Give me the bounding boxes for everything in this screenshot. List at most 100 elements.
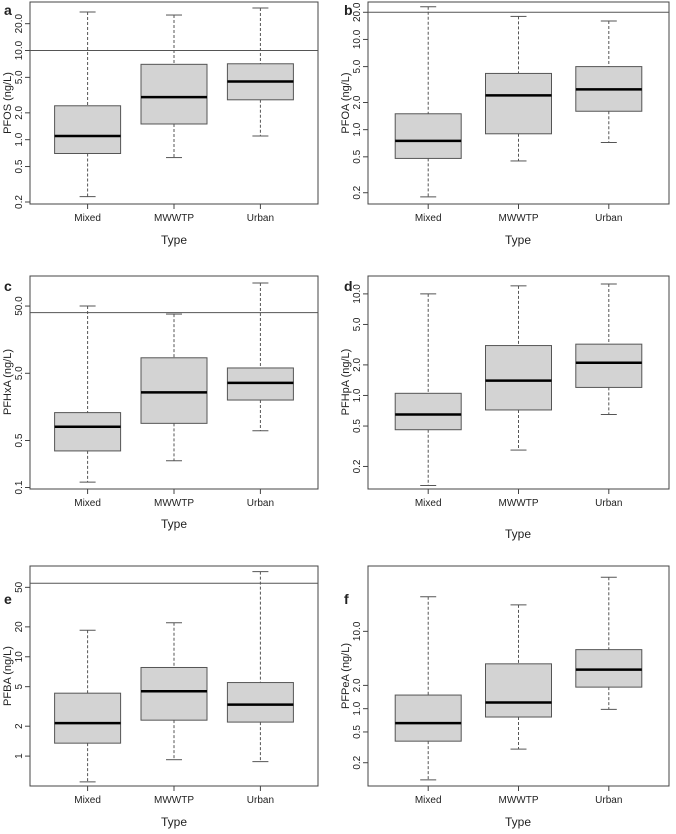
panel-e-xlabel: Type <box>161 815 187 829</box>
panel-b-xtick-label-mixed: Mixed <box>415 213 442 224</box>
iqr-box <box>226 682 294 723</box>
panel-e: e PFBA (ng/L) Type 1 2 5 10 20 50 Mixed MWWTP Ur… <box>2 565 319 829</box>
panel-a: a PFOS (ng/L) Type 0.2 0.5 1.0 2.0 5.0 10.0 20… <box>2 1 319 247</box>
panel-a-xtick-label-urban: Urban <box>247 213 274 224</box>
panel-a-ytick-label: 1.0 <box>14 132 25 146</box>
panel-b-ytick-label: 5.0 <box>352 59 363 73</box>
iqr-box <box>394 392 462 431</box>
panel-f-ytick-label: 1.0 <box>352 701 363 715</box>
panel-b-xtick-label-mwwtp: MWWTP <box>499 213 539 224</box>
panel-b-ylabel: PFOA (ng/L) <box>340 72 352 133</box>
panel-d-ylabel: PFHpA (ng/L) <box>340 349 352 416</box>
panel-c: c PFHxA (ng/L) Type 0.1 0.5 5.0 50.0 Mixed MW… <box>2 275 319 531</box>
panel-a-letter: a <box>4 2 12 18</box>
panel-d-ytick-label: 0.5 <box>352 419 363 433</box>
panel-b-ytick-label: 10.0 <box>352 29 363 49</box>
panel-a-box-urban <box>226 7 294 137</box>
panel-f-marks: 0.2 0.5 1.0 2.0 10.0 Mixed MWWTP Urban <box>352 576 643 806</box>
panel-d-ytick-label: 5.0 <box>352 317 363 331</box>
iqr-box <box>394 113 462 159</box>
iqr-box <box>140 666 208 721</box>
panel-a-ylabel: PFOS (ng/L) <box>2 72 14 134</box>
panel-a-ytick-label: 0.2 <box>14 195 25 209</box>
panel-c-xtick-label-urban: Urban <box>247 498 274 509</box>
iqr-box <box>394 694 462 742</box>
panel-a-box-mwwtp <box>140 14 208 159</box>
panel-a-ytick-label: 0.5 <box>14 159 25 173</box>
panel-d-box-mixed <box>394 293 462 486</box>
panel-e-box-mixed <box>54 629 122 783</box>
iqr-box <box>485 72 552 135</box>
panel-f-box-mwwtp <box>485 604 552 750</box>
iqr-box <box>54 412 122 452</box>
panel-c-xlabel: Type <box>161 517 187 531</box>
panel-f-ylabel: PFPeA (ng/L) <box>340 643 352 709</box>
panel-b-xlabel: Type <box>505 233 531 247</box>
panel-d-marks: 0.2 0.5 1.0 2.0 5.0 10.0 Mixed MWWTP Urban <box>352 283 643 509</box>
panel-c-ytick-label: 50.0 <box>14 296 25 316</box>
panel-d: d PFHpA (ng/L) Type 0.2 0.5 1.0 2.0 5.0 10.0 M… <box>340 275 670 541</box>
panel-f-box-mixed <box>394 596 462 781</box>
panel-b-xtick-label-urban: Urban <box>595 213 622 224</box>
panel-c-ylabel: PFHxA (ng/L) <box>2 349 14 415</box>
panel-d-xtick-label-urban: Urban <box>595 498 622 509</box>
panel-e-xtick-label-urban: Urban <box>247 795 274 806</box>
panel-f-ytick-label: 0.2 <box>352 755 363 769</box>
iqr-box <box>575 343 643 388</box>
iqr-box <box>140 357 208 424</box>
panel-d-letter: d <box>344 278 353 294</box>
panel-d-xlabel: Type <box>505 527 531 541</box>
iqr-box <box>485 663 552 718</box>
panel-d-ytick-label: 0.2 <box>352 459 363 473</box>
panel-e-xtick-label-mwwtp: MWWTP <box>154 795 194 806</box>
panel-d-xtick-label-mwwtp: MWWTP <box>499 498 539 509</box>
panel-b-ytick-label: 20.0 <box>352 2 363 22</box>
panel-b-box-mwwtp <box>485 15 552 162</box>
iqr-box <box>485 345 552 411</box>
panel-b-ytick-label: 1.0 <box>352 122 363 136</box>
panel-f: f PFPeA (ng/L) Type 0.2 0.5 1.0 2.0 10.0 Mixe… <box>340 565 670 829</box>
panel-e-box-mwwtp <box>140 622 208 761</box>
panel-b-box-urban <box>575 20 643 144</box>
panel-e-ylabel: PFBA (ng/L) <box>2 646 14 706</box>
panel-e-ytick-label: 2 <box>14 723 25 729</box>
panel-d-box-urban <box>575 283 643 415</box>
panel-c-box-urban <box>226 282 294 432</box>
panel-e-box-urban <box>226 571 294 763</box>
panel-a-xtick-label-mixed: Mixed <box>74 213 101 224</box>
panel-a-box-mixed <box>54 11 122 198</box>
panel-d-xtick-label-mixed: Mixed <box>415 498 442 509</box>
panel-b-letter: b <box>344 2 353 18</box>
panel-a-ytick-label: 10.0 <box>14 40 25 60</box>
panel-c-box-mixed <box>54 305 122 483</box>
panel-f-box-urban <box>575 576 643 710</box>
panel-c-letter: c <box>4 278 12 294</box>
panel-e-ytick-label: 1 <box>14 753 25 759</box>
panel-a-xlabel: Type <box>161 233 187 247</box>
panel-c-ytick-label: 0.5 <box>14 433 25 447</box>
iqr-box <box>140 63 208 125</box>
panel-f-letter: f <box>344 591 349 607</box>
panel-f-ytick-label: 10.0 <box>352 621 363 641</box>
panel-b: b PFOA (ng/L) Type 0.2 0.5 1.0 2.0 5.0 10.0 20… <box>340 1 670 247</box>
panel-c-box-mwwtp <box>140 313 208 462</box>
panel-a-ytick-label: 5.0 <box>14 70 25 84</box>
panel-e-ytick-label: 10 <box>14 651 25 663</box>
panel-f-xtick-label-urban: Urban <box>595 795 622 806</box>
panel-f-ytick-label: 0.5 <box>352 725 363 739</box>
panel-d-ytick-label: 10.0 <box>352 284 363 304</box>
panel-c-ytick-label: 5.0 <box>14 366 25 380</box>
panel-e-marks: 1 2 5 10 20 50 Mixed MWWTP Urban <box>14 571 318 806</box>
panel-f-ytick-label: 2.0 <box>352 678 363 692</box>
panel-e-ytick-label: 20 <box>14 621 25 633</box>
panel-c-xtick-label-mwwtp: MWWTP <box>154 498 194 509</box>
panel-c-ytick-label: 0.1 <box>14 480 25 494</box>
panel-b-box-mixed <box>394 6 462 198</box>
panel-f-xtick-label-mixed: Mixed <box>415 795 442 806</box>
panel-a-ytick-label: 20.0 <box>14 14 25 34</box>
panel-a-marks: 0.2 0.5 1.0 2.0 5.0 10.0 20.0 Mixed MWWTP Urban <box>14 7 318 224</box>
panel-a-ytick-label: 2.0 <box>14 105 25 119</box>
panel-f-xlabel: Type <box>505 815 531 829</box>
panel-d-box-mwwtp <box>485 285 552 451</box>
